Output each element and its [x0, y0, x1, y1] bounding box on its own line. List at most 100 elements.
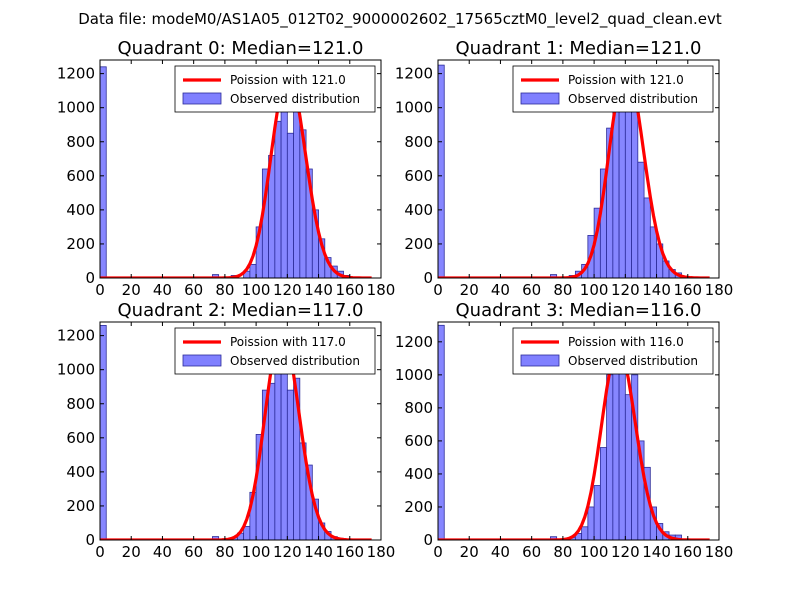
x-tick-label: 120 — [611, 543, 640, 561]
x-tick-label: 140 — [642, 281, 671, 299]
legend-label-observed: Observed distribution — [568, 354, 698, 368]
y-tick-label: 0 — [85, 531, 95, 549]
histogram-bar — [100, 66, 107, 278]
y-tick-label: 600 — [66, 429, 95, 447]
y-tick-label: 0 — [423, 531, 433, 549]
x-tick-label: 0 — [95, 281, 105, 299]
legend-bar-swatch — [520, 354, 560, 367]
legend-label-fit: Poission with 117.0 — [230, 335, 346, 349]
x-tick-label: 120 — [611, 281, 640, 299]
x-tick-label: 80 — [215, 281, 234, 299]
x-tick-label: 140 — [642, 543, 671, 561]
x-tick-label: 120 — [273, 543, 302, 561]
histogram-bar — [612, 366, 620, 540]
y-tick-label: 1000 — [57, 361, 95, 379]
y-tick-label: 200 — [404, 498, 433, 516]
y-tick-label: 600 — [404, 432, 433, 450]
axes-frame — [99, 59, 382, 279]
histogram-bar — [637, 161, 645, 278]
x-tick-label: 140 — [304, 543, 333, 561]
x-tick-label: 180 — [367, 543, 396, 561]
histogram-bar — [550, 274, 558, 278]
histogram-bar — [643, 197, 651, 278]
histogram-bar — [286, 389, 294, 540]
poisson-fit-line — [438, 66, 710, 278]
y-tick-label: 600 — [404, 167, 433, 185]
histogram-bar — [211, 274, 220, 278]
x-tick-label: 180 — [367, 281, 396, 299]
y-tick-label: 0 — [85, 269, 95, 287]
histogram-bar — [581, 526, 589, 540]
y-tick-label: 1200 — [57, 327, 95, 345]
histogram-bars — [100, 66, 372, 278]
legend-bar-swatch — [182, 92, 222, 105]
y-tick-label: 800 — [404, 399, 433, 417]
x-tick-label: 180 — [705, 543, 734, 561]
x-tick-label: 0 — [433, 281, 443, 299]
y-tick-label: 0 — [423, 269, 433, 287]
x-tick-label: 160 — [673, 281, 702, 299]
x-tick-label: 0 — [95, 543, 105, 561]
x-tick-label: 100 — [580, 543, 609, 561]
poisson-fit-line — [438, 346, 710, 540]
x-tick-label: 80 — [553, 543, 572, 561]
histogram-bar — [268, 382, 276, 540]
y-tick-label: 1200 — [395, 333, 433, 351]
legend: Poission with 121.0 Observed distribution — [174, 65, 376, 113]
histogram-bar — [438, 324, 445, 540]
legend: Poission with 117.0 Observed distribution — [174, 327, 376, 375]
histogram-bar — [274, 120, 282, 278]
histogram-bar — [286, 132, 294, 278]
x-tick-label: 60 — [522, 543, 541, 561]
legend: Poission with 121.0 Observed distribution — [512, 65, 714, 113]
legend-bar-swatch — [520, 92, 560, 105]
histogram-bar — [649, 226, 657, 278]
x-tick-label: 20 — [122, 543, 141, 561]
x-tick-label: 40 — [153, 543, 172, 561]
panel-quadrant-0: Quadrant 0: Median=121.00 20 40 60 80 100 120 1… — [57, 38, 396, 299]
y-tick-label: 200 — [404, 235, 433, 253]
histogram-bar — [243, 525, 251, 540]
panel-title: Quadrant 1: Median=121.0 — [456, 38, 702, 59]
x-tick-label: 140 — [304, 281, 333, 299]
x-tick-label: 120 — [273, 281, 302, 299]
axes-frame — [437, 321, 720, 541]
x-tick-label: 60 — [184, 543, 203, 561]
x-tick-label: 40 — [491, 543, 510, 561]
legend-label-fit: Poission with 116.0 — [568, 335, 684, 349]
x-tick-label: 20 — [460, 281, 479, 299]
histogram-bar — [587, 506, 595, 540]
histogram-bar — [280, 347, 288, 540]
y-tick-label: 400 — [404, 201, 433, 219]
y-tick-label: 400 — [66, 463, 95, 481]
y-tick-label: 1000 — [57, 99, 95, 117]
y-tick-label: 200 — [66, 235, 95, 253]
axes-frame — [437, 59, 720, 279]
y-tick-label: 600 — [66, 167, 95, 185]
x-tick-label: 20 — [122, 281, 141, 299]
y-tick-label: 1000 — [395, 366, 433, 384]
axes-frame — [99, 321, 382, 541]
legend-label-observed: Observed distribution — [230, 92, 360, 106]
legend-label-observed: Observed distribution — [568, 92, 698, 106]
histogram-bar — [438, 64, 445, 278]
panel-quadrant-1: Quadrant 1: Median=121.00 20 40 60 80 100 120 1… — [395, 38, 734, 299]
x-tick-label: 100 — [242, 281, 271, 299]
y-tick-label: 1200 — [57, 65, 95, 83]
x-tick-label: 180 — [705, 281, 734, 299]
histogram-bar — [249, 263, 257, 278]
y-tick-label: 1200 — [395, 65, 433, 83]
y-tick-label: 400 — [404, 465, 433, 483]
x-tick-label: 160 — [335, 281, 364, 299]
x-tick-label: 80 — [553, 281, 572, 299]
y-tick-label: 800 — [66, 133, 95, 151]
panel-title: Quadrant 2: Median=117.0 — [118, 300, 364, 321]
legend-bar-swatch — [182, 354, 222, 367]
histogram-bar — [100, 325, 107, 540]
x-tick-label: 160 — [673, 543, 702, 561]
histogram-bar — [593, 485, 601, 540]
histogram-bars — [438, 324, 710, 540]
x-tick-label: 100 — [242, 543, 271, 561]
legend-label-fit: Poission with 121.0 — [568, 73, 684, 87]
